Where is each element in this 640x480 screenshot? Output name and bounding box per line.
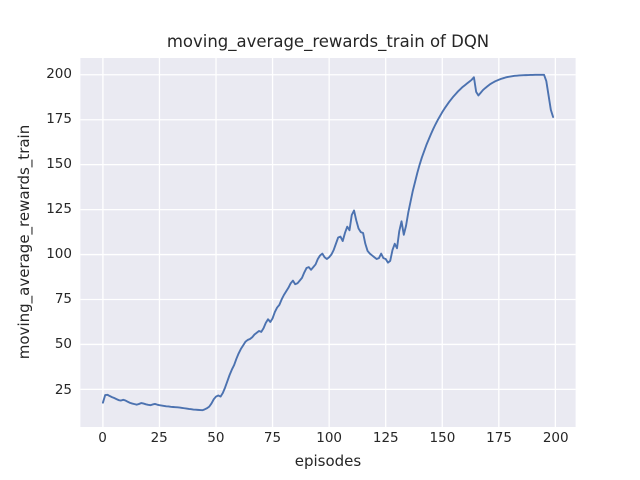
y-tick-label: 100 [46, 246, 72, 263]
y-tick-label: 200 [46, 66, 72, 83]
x-tick-label: 200 [542, 430, 569, 446]
reward-line-series [101, 73, 555, 412]
y-tick-label: 25 [54, 381, 72, 398]
y-tick-label: 175 [46, 111, 72, 128]
line-plot-svg [80, 58, 576, 427]
x-tick-label: 125 [372, 430, 399, 446]
y-tick-label: 50 [54, 336, 72, 353]
x-tick-label: 100 [316, 430, 343, 446]
x-tick-label: 175 [486, 430, 512, 446]
chart-title: moving_average_rewards_train of DQN [166, 32, 490, 51]
x-tick-label: 25 [150, 430, 168, 446]
x-tick-label: 50 [207, 430, 225, 446]
x-tick-label: 150 [429, 430, 456, 446]
x-tick-label: 0 [98, 430, 107, 446]
y-tick-label: 125 [46, 201, 72, 218]
plot-area [80, 58, 576, 427]
axes-background [80, 58, 576, 427]
x-axis-label: episodes [294, 452, 362, 470]
y-tick-label: 75 [54, 291, 72, 308]
x-tick-label: 75 [263, 430, 282, 446]
y-tick-label: 150 [46, 156, 72, 173]
